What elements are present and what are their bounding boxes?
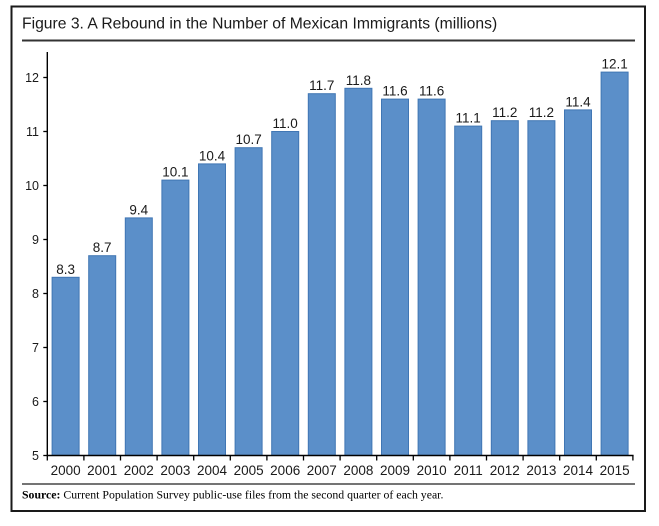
svg-text:11.8: 11.8	[346, 73, 371, 88]
svg-text:2008: 2008	[343, 463, 373, 478]
svg-text:Figure 3. A Rebound in the Num: Figure 3. A Rebound in the Number of Mex…	[22, 16, 497, 33]
svg-text:2006: 2006	[270, 463, 300, 478]
svg-text:5: 5	[32, 449, 39, 463]
svg-text:11.7: 11.7	[309, 78, 334, 93]
svg-text:2013: 2013	[526, 463, 556, 478]
svg-text:6: 6	[32, 395, 39, 409]
svg-text:12.1: 12.1	[601, 57, 627, 72]
svg-text:11: 11	[26, 125, 39, 139]
svg-text:2007: 2007	[307, 463, 337, 478]
svg-text:2015: 2015	[600, 463, 630, 478]
svg-text:2004: 2004	[197, 463, 228, 478]
svg-text:2009: 2009	[380, 463, 410, 478]
svg-text:10.1: 10.1	[162, 165, 188, 180]
svg-text:8.3: 8.3	[56, 262, 75, 277]
svg-text:2014: 2014	[563, 463, 594, 478]
svg-text:2001: 2001	[87, 463, 117, 478]
svg-text:2000: 2000	[51, 463, 81, 478]
svg-text:2002: 2002	[124, 463, 154, 478]
svg-text:2012: 2012	[490, 463, 520, 478]
svg-text:11.1: 11.1	[456, 111, 481, 126]
svg-text:9: 9	[32, 233, 39, 247]
svg-text:8.7: 8.7	[93, 240, 112, 255]
svg-text:12: 12	[25, 71, 39, 85]
svg-text:9.4: 9.4	[129, 202, 148, 217]
svg-text:11.6: 11.6	[382, 84, 407, 99]
svg-text:2011: 2011	[454, 463, 483, 478]
svg-text:7: 7	[32, 341, 39, 355]
svg-text:10: 10	[25, 179, 39, 193]
svg-text:10.7: 10.7	[235, 132, 261, 147]
svg-text:11.6: 11.6	[419, 84, 444, 99]
svg-text:11.2: 11.2	[529, 105, 554, 120]
svg-text:Source: Current Population Sur: Source: Current Population Survey public…	[22, 487, 443, 501]
svg-text:10.4: 10.4	[199, 148, 226, 163]
svg-text:11.2: 11.2	[492, 105, 517, 120]
svg-text:11.4: 11.4	[565, 94, 591, 109]
svg-text:8: 8	[32, 287, 39, 301]
svg-text:2003: 2003	[160, 463, 190, 478]
svg-text:2005: 2005	[234, 463, 264, 478]
svg-text:11.0: 11.0	[273, 116, 298, 131]
svg-text:2010: 2010	[417, 463, 447, 478]
